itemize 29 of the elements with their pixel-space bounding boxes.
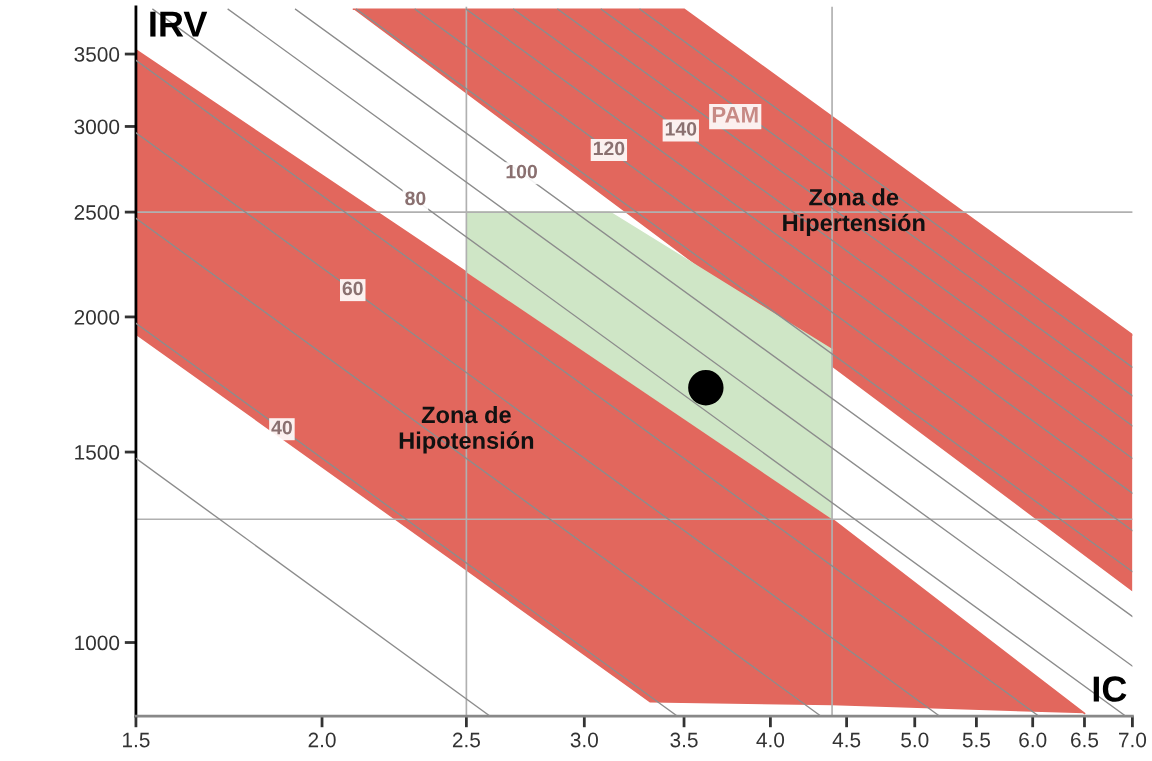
x-tick-label: 4.5: [832, 732, 861, 748]
x-tick-label: 6.0: [1019, 732, 1047, 748]
x-tick-label: 2.5: [452, 732, 480, 748]
y-tick-label: 2000: [74, 309, 120, 325]
annotation: Zona de Hipotensión: [399, 405, 534, 454]
x-tick-label: 3.5: [670, 732, 698, 748]
y-tick-label: 3000: [74, 119, 120, 135]
x-tick-label: 6.5: [1071, 732, 1099, 748]
x-tick-label: 5.5: [962, 732, 991, 748]
y-tick-label: 3500: [74, 47, 120, 62]
series-label: 120: [593, 141, 625, 156]
annotation: PAM: [712, 107, 758, 123]
y-tick-label: 2500: [74, 205, 120, 220]
x-tick-label: 1.5: [123, 732, 150, 748]
annotation: Zona de Hipertensión: [783, 188, 925, 236]
x-tick-label: 2.0: [308, 732, 336, 748]
x-tick-label: 7.0: [1119, 732, 1147, 748]
x-tick-label: 4.0: [756, 732, 785, 748]
x-tick-label: 5.0: [901, 732, 929, 748]
x-tick-label: 3.0: [570, 732, 598, 748]
x-axis-title: IC: [1093, 676, 1127, 702]
y-tick-label: 1000: [75, 635, 120, 651]
series-label: 40: [271, 420, 292, 435]
y-tick-label: 1500: [75, 445, 120, 460]
series-label: 100: [506, 164, 537, 179]
y-axis-title: IRV: [150, 11, 208, 37]
series-label: 140: [665, 121, 697, 136]
series-label: 80: [405, 191, 426, 206]
series-label: 60: [342, 281, 363, 296]
